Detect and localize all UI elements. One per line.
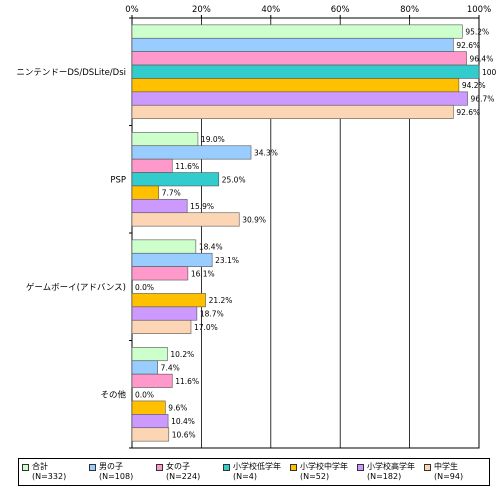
data-label: 0.0% [135, 390, 154, 399]
x-tick-label: 60% [331, 5, 350, 15]
data-label: 92.6% [456, 41, 480, 50]
data-label: 15.9% [190, 202, 214, 211]
legend-swatch [424, 464, 431, 471]
data-label: 19.0% [201, 135, 225, 144]
bar [131, 185, 160, 200]
legend-swatch [290, 464, 297, 471]
data-label: 30.9% [242, 215, 266, 224]
bar [131, 212, 240, 227]
data-label: 34.3% [254, 148, 278, 157]
data-label: 100.0% [482, 68, 497, 77]
data-label: 94.2% [462, 81, 486, 90]
legend-item-elementary-middle: 小学校中学年 (N=52) [290, 462, 356, 486]
legend: 合計 (N=332) 男の子 (N=108) 女の子 (N=224) 小学校低学… [18, 458, 490, 486]
bar [131, 400, 166, 415]
data-label: 92.6% [456, 108, 480, 117]
data-label: 10.6% [172, 430, 196, 439]
bar [131, 252, 213, 267]
legend-swatch [223, 464, 230, 471]
data-label: 25.0% [222, 175, 246, 184]
legend-item-elementary-lower: 小学校低学年 (N=4) [223, 462, 289, 486]
bar [131, 91, 468, 106]
legend-label: 小学校高学年 [367, 462, 415, 471]
bar [131, 373, 173, 388]
legend-swatch [357, 464, 364, 471]
data-label: 11.6% [175, 162, 199, 171]
legend-item-girls: 女の子 (N=224) [156, 462, 222, 486]
data-label: 7.7% [162, 189, 181, 198]
x-tick-label: 100% [467, 5, 491, 15]
bar [131, 347, 168, 362]
legend-item-junior-high: 中学生 (N=94) [424, 462, 490, 486]
data-label: 96.7% [471, 95, 495, 104]
legend-sample-size: (N=52) [300, 472, 330, 481]
legend-sample-size: (N=4) [233, 472, 258, 481]
data-label: 0.0% [135, 283, 154, 292]
legend-label: 小学校低学年 [233, 462, 281, 471]
bar [131, 24, 463, 39]
bar [131, 158, 173, 173]
category-label: ニンテンドーDS/DSLite/Dsi [16, 68, 126, 78]
data-label: 10.2% [170, 350, 194, 359]
bar [131, 360, 158, 375]
legend-item-boys: 男の子 (N=108) [89, 462, 155, 486]
legend-label: 中学生 [434, 462, 458, 471]
bar [131, 172, 220, 187]
legend-swatch [22, 464, 29, 471]
legend-sample-size: (N=182) [367, 472, 402, 481]
bar [131, 293, 206, 308]
data-label: 9.6% [168, 404, 187, 413]
data-label: 96.4% [470, 54, 494, 63]
bar [131, 319, 192, 334]
bar [131, 51, 467, 66]
legend-label: 女の子 [166, 462, 190, 471]
x-tick-label: 80% [400, 5, 419, 15]
bar [131, 414, 169, 429]
bar [131, 199, 188, 214]
data-label: 23.1% [215, 256, 239, 265]
category-label: ゲームボーイ(アドバンス) [26, 282, 126, 293]
x-tick-label: 20% [192, 5, 211, 15]
bar [131, 37, 454, 52]
data-label: 18.7% [200, 310, 224, 319]
legend-item-total: 合計 (N=332) [22, 462, 88, 486]
bar [131, 64, 480, 79]
legend-item-elementary-upper: 小学校高学年 (N=182) [357, 462, 423, 486]
bar [131, 145, 252, 160]
bar [131, 104, 454, 119]
legend-label: 男の子 [99, 462, 123, 471]
category-label: その他 [100, 389, 126, 400]
legend-sample-size: (N=224) [166, 472, 201, 481]
category-label: PSP [110, 175, 126, 185]
legend-sample-size: (N=94) [434, 472, 464, 481]
legend-sample-size: (N=332) [32, 472, 67, 481]
bar [131, 239, 197, 254]
bar [131, 266, 189, 281]
bar [131, 132, 199, 147]
legend-label: 合計 [32, 462, 48, 471]
legend-swatch [89, 464, 96, 471]
data-label: 10.4% [171, 417, 195, 426]
data-label: 95.2% [465, 28, 489, 37]
bar [131, 306, 198, 321]
data-label: 18.4% [199, 243, 223, 252]
x-tick-label: 0% [125, 5, 139, 15]
data-label: 7.4% [161, 363, 180, 372]
data-label: 21.2% [209, 296, 233, 305]
legend-swatch [156, 464, 163, 471]
data-label: 17.0% [194, 323, 218, 332]
data-label: 16.1% [191, 269, 215, 278]
legend-label: 小学校中学年 [300, 462, 348, 471]
bar [131, 427, 170, 442]
x-tick-label: 40% [261, 5, 280, 15]
bar [131, 78, 460, 93]
legend-sample-size: (N=108) [99, 472, 134, 481]
data-label: 11.6% [175, 377, 199, 386]
